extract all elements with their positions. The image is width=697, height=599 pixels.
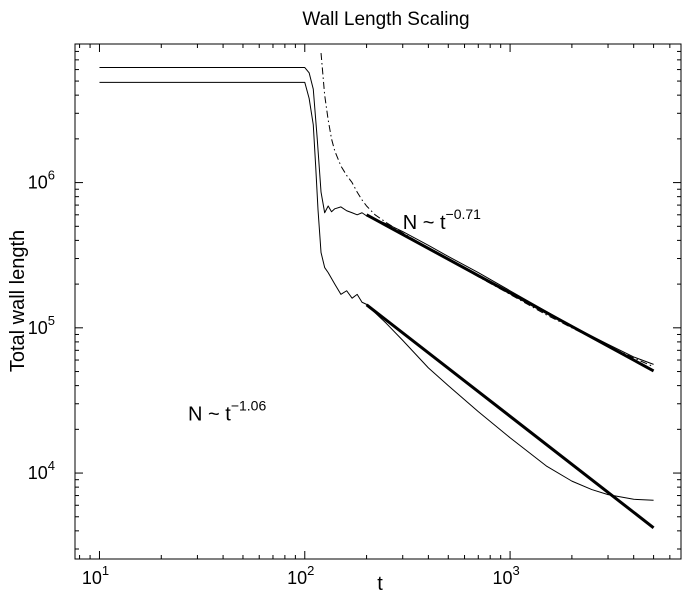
y-tick-label: 104 <box>28 458 55 483</box>
series-line-3-dash-dot <box>320 52 654 368</box>
x-tick-label: 101 <box>82 563 109 588</box>
y-tick-label: 105 <box>28 313 55 338</box>
x-tick-label: 103 <box>492 563 519 588</box>
x-axis-ticks: 101 102 103 <box>79 44 671 588</box>
x-tick-label: 102 <box>287 563 314 588</box>
series-line-1-thin-solid <box>99 67 654 365</box>
x-axis-label: t <box>377 573 383 595</box>
y-axis-label: Total wall length <box>7 230 29 372</box>
annotation-2: N ~ t−1.06 <box>188 398 266 426</box>
annotations-layer: N ~ t−0.71 N ~ t−1.06 <box>188 206 481 426</box>
y-tick-label: 106 <box>28 168 55 193</box>
y-axis-ticks: 104 105 106 <box>28 43 681 550</box>
series-line-2-thin-solid <box>99 81 654 501</box>
plot-frame <box>74 43 682 560</box>
series-line-5-thick-fit <box>365 303 655 529</box>
series-line-4-thick-fit <box>365 213 655 373</box>
series-layer <box>99 52 655 529</box>
chart-title: Wall Length Scaling <box>302 9 469 30</box>
annotation-1: N ~ t−0.71 <box>403 206 481 234</box>
